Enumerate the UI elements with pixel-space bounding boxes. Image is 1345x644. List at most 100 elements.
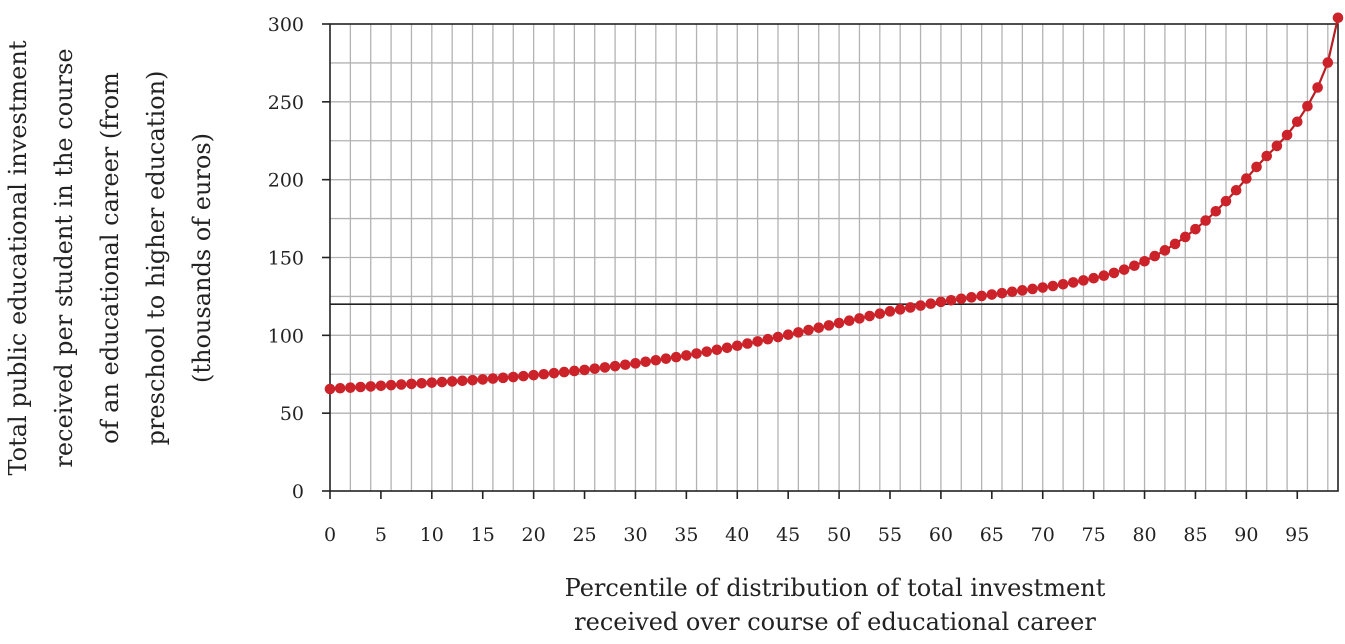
- data-point: [1139, 255, 1150, 267]
- data-point: [355, 381, 366, 393]
- y-axis-title-line: received per student in the course: [50, 48, 78, 467]
- data-point: [324, 383, 336, 395]
- data-point: [1118, 264, 1130, 275]
- data-point: [518, 370, 529, 382]
- data-point: [843, 315, 855, 327]
- data-point: [945, 295, 957, 306]
- data-point: [630, 358, 641, 369]
- x-tick-label: 55: [878, 524, 902, 546]
- data-point: [701, 346, 713, 357]
- data-point: [1088, 272, 1099, 284]
- x-tick-label: 20: [522, 524, 546, 546]
- data-point: [589, 363, 601, 374]
- data-point: [813, 322, 825, 334]
- data-point: [752, 336, 763, 347]
- x-tick-label: 75: [1082, 524, 1106, 546]
- y-axis: 0 50 100 150 200 250 300: [268, 14, 330, 503]
- data-point: [681, 350, 692, 361]
- data-point: [477, 374, 489, 385]
- data-point: [1322, 57, 1334, 68]
- x-tick-label: 80: [1132, 524, 1156, 546]
- data-point: [609, 360, 621, 372]
- x-tick-label: 70: [1031, 524, 1055, 546]
- x-tick-label: 5: [375, 524, 387, 546]
- data-point: [864, 310, 875, 322]
- data-point: [1312, 82, 1323, 93]
- data-point: [599, 362, 611, 373]
- data-point: [1159, 245, 1171, 256]
- data-point: [823, 320, 835, 331]
- data-point: [1230, 184, 1242, 196]
- data-point: [579, 364, 590, 376]
- data-point: [416, 377, 427, 389]
- x-tick-label: 30: [623, 524, 647, 546]
- x-tick-label: 40: [725, 524, 749, 546]
- data-point: [1302, 100, 1313, 112]
- data-point: [1281, 129, 1293, 141]
- x-axis: 0 5 10 15 20 25 30 35 40 45 50 55 60 65 70 75 80 85 90 95: [324, 491, 1309, 546]
- data-point: [365, 381, 377, 392]
- data-point: [772, 331, 784, 343]
- data-point: [1027, 283, 1038, 295]
- data-point: [640, 356, 651, 368]
- data-point: [996, 287, 1008, 299]
- data-point: [497, 372, 509, 384]
- data-point: [1047, 280, 1059, 292]
- data-point: [1006, 286, 1018, 298]
- data-point: [691, 348, 702, 359]
- data-point: [1098, 270, 1110, 282]
- data-point: [1251, 161, 1262, 173]
- data-point: [1057, 278, 1069, 290]
- y-tick-label: 50: [280, 403, 304, 425]
- data-point: [762, 333, 774, 345]
- data-point: [1017, 285, 1028, 296]
- data-point: [1200, 215, 1211, 226]
- data-point: [935, 296, 947, 308]
- y-tick-label: 200: [268, 170, 304, 192]
- data-point: [1037, 282, 1049, 293]
- x-tick-label: 25: [572, 524, 596, 546]
- data-point: [711, 344, 723, 356]
- x-tick-label: 95: [1285, 524, 1309, 546]
- data-point: [884, 306, 896, 317]
- data-point: [619, 359, 631, 371]
- data-point: [528, 369, 539, 381]
- x-tick-label: 60: [929, 524, 953, 546]
- data-point: [569, 365, 580, 377]
- data-point: [803, 324, 814, 336]
- data-point: [1169, 238, 1181, 250]
- data-point: [833, 317, 845, 329]
- data-point: [375, 380, 387, 392]
- x-tick-label: 35: [674, 524, 698, 546]
- y-axis-title-line: of an educational career (from: [96, 72, 124, 444]
- data-point: [446, 376, 458, 387]
- data-point: [487, 373, 499, 384]
- data-point: [1210, 205, 1222, 217]
- y-tick-label: 150: [268, 248, 304, 270]
- data-point: [966, 292, 977, 303]
- data-point: [538, 368, 550, 380]
- data-series: [324, 12, 1344, 395]
- data-point: [395, 379, 407, 390]
- y-tick-label: 100: [268, 325, 304, 347]
- data-point: [905, 302, 916, 313]
- data-point: [436, 376, 448, 388]
- y-axis-title-line: (thousands of euros): [188, 133, 216, 383]
- data-point: [1291, 116, 1303, 128]
- x-tick-label: 0: [324, 524, 336, 546]
- x-tick-label: 10: [420, 524, 444, 546]
- data-point: [925, 298, 937, 310]
- data-point: [548, 367, 560, 379]
- data-point: [406, 378, 417, 390]
- data-point: [894, 304, 906, 315]
- data-point: [1078, 275, 1089, 286]
- data-point: [1067, 277, 1079, 288]
- y-tick-label: 300: [268, 14, 304, 36]
- data-point: [334, 382, 346, 394]
- y-axis-title-line: preschool to higher education): [142, 71, 170, 446]
- data-point: [1149, 250, 1161, 262]
- x-tick-label: 45: [776, 524, 800, 546]
- x-tick-label: 65: [980, 524, 1004, 546]
